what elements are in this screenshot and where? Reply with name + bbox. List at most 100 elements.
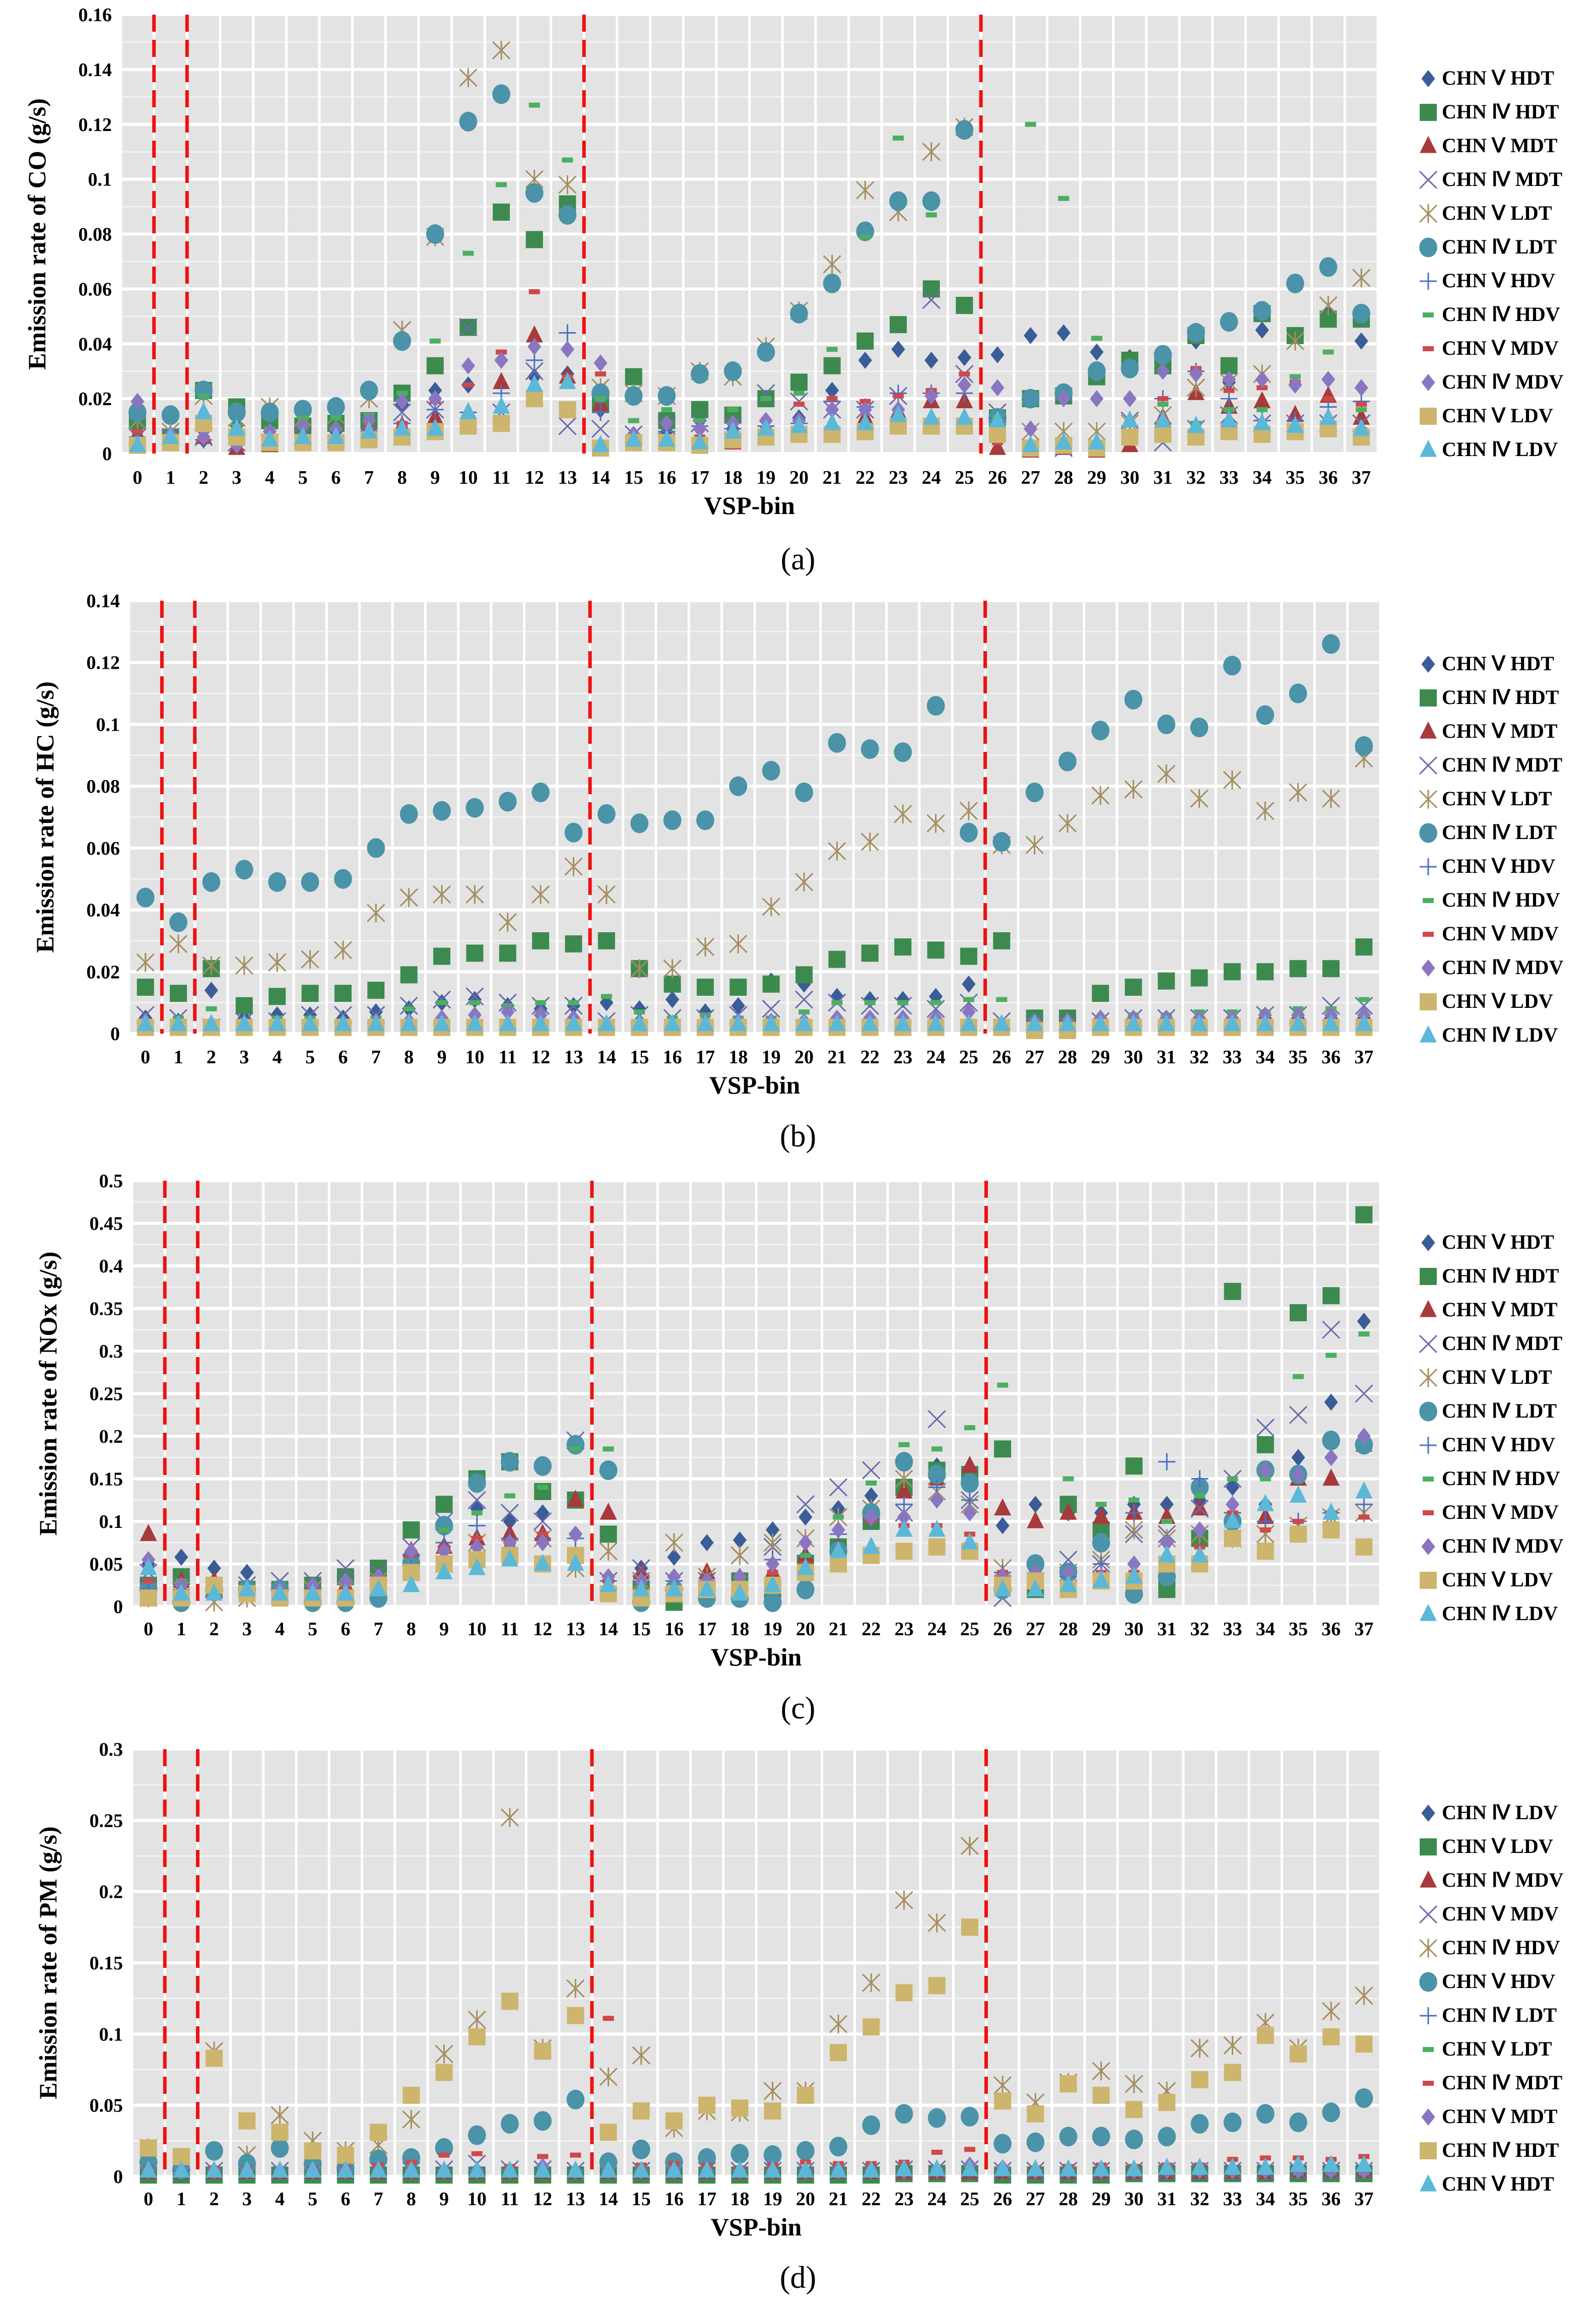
series-chn-ⅳ-ldv <box>137 1014 1373 1032</box>
data-point <box>600 2160 617 2178</box>
data-point <box>1289 1485 1307 1503</box>
x-tick-label: 13 <box>566 1619 585 1640</box>
y-tick-label: 0.12 <box>79 114 112 136</box>
data-point <box>462 250 474 256</box>
data-point <box>1227 1476 1238 1482</box>
data-point <box>1058 196 1070 201</box>
data-point <box>796 1579 815 1599</box>
data-point <box>1124 689 1143 710</box>
data-point <box>1292 1374 1304 1379</box>
data-point <box>140 1558 157 1575</box>
data-point <box>1357 1312 1371 1330</box>
data-point <box>1092 1014 1109 1032</box>
data-point <box>1125 1504 1143 1522</box>
y-tick-label: 0.08 <box>87 776 120 797</box>
data-point <box>959 371 970 377</box>
data-point <box>1355 2154 1373 2172</box>
data-point <box>301 1014 319 1032</box>
legend-marker <box>1420 2174 1437 2192</box>
data-point <box>1124 978 1142 996</box>
data-point <box>925 212 937 218</box>
legend: CHN Ⅴ HDT CHN Ⅳ HDT CHN Ⅴ MDT CHN Ⅳ MDT CHN … <box>1419 67 1563 461</box>
data-point <box>1355 1496 1373 1513</box>
data-point <box>1058 751 1077 772</box>
data-point <box>898 1442 910 1447</box>
x-tick-label: 7 <box>374 2189 383 2210</box>
data-point <box>889 384 907 402</box>
x-tick-label: 24 <box>926 1047 946 1068</box>
data-point <box>1028 1496 1042 1513</box>
data-point <box>528 102 540 108</box>
data-point <box>1190 969 1208 987</box>
data-point <box>763 2081 782 2101</box>
data-point <box>724 421 742 439</box>
data-point <box>435 1496 453 1513</box>
data-point <box>964 2147 975 2152</box>
data-point <box>993 1014 1011 1032</box>
data-point <box>698 2096 716 2114</box>
data-point <box>466 987 484 1006</box>
data-point <box>535 1000 547 1005</box>
data-point <box>634 1009 645 1015</box>
data-point <box>860 832 879 852</box>
data-point <box>301 985 319 1002</box>
data-point <box>462 382 474 388</box>
data-point <box>625 429 642 447</box>
data-point <box>438 2152 450 2158</box>
data-point <box>493 372 510 390</box>
data-point <box>395 393 409 410</box>
data-point <box>591 419 610 438</box>
panel-label: (b) <box>780 1119 816 1153</box>
data-point <box>928 1519 946 1537</box>
x-axis-title: VSP-bin <box>704 491 795 520</box>
data-point <box>534 2111 552 2131</box>
data-point <box>235 1014 253 1032</box>
data-point <box>1092 1532 1110 1553</box>
data-point <box>993 2134 1012 2154</box>
data-point <box>240 1564 254 1581</box>
y-tick-label: 0.5 <box>99 1171 123 1192</box>
data-point <box>367 904 385 923</box>
x-tick-label: 21 <box>823 467 842 488</box>
legend-marker <box>1419 1368 1438 1387</box>
x-tick-label: 15 <box>632 1619 651 1640</box>
legend-label: CHN Ⅴ MDV <box>1442 337 1559 359</box>
data-point <box>337 1583 354 1601</box>
x-tick-label: 4 <box>275 2189 285 2210</box>
data-point <box>564 822 583 843</box>
data-point <box>828 842 846 861</box>
x-tick-label: 22 <box>861 1619 881 1640</box>
data-point <box>196 428 211 446</box>
data-point <box>960 947 977 965</box>
data-point <box>1355 1481 1373 1499</box>
data-point <box>400 1014 418 1032</box>
y-axis-title: Emission rate of NOx (g/s) <box>34 1252 62 1536</box>
legend-label: CHN Ⅳ LDV <box>1442 1023 1558 1046</box>
data-point <box>763 1592 782 1613</box>
data-point <box>796 2086 814 2104</box>
data-point <box>691 364 709 384</box>
data-point <box>600 1525 617 1543</box>
data-point <box>1026 1014 1043 1032</box>
x-tick-label: 13 <box>564 1047 583 1068</box>
data-point <box>238 1579 256 1596</box>
x-tick-label: 25 <box>959 1047 978 1068</box>
data-point <box>696 810 714 830</box>
data-point <box>1191 1470 1209 1488</box>
x-tick-label: 9 <box>439 1619 449 1640</box>
x-tick-label: 33 <box>1223 2189 1242 2210</box>
legend-label: CHN Ⅴ HDT <box>1442 67 1554 89</box>
data-point <box>1289 2154 1307 2172</box>
data-point <box>1059 2127 1078 2147</box>
legend-marker <box>1421 1805 1435 1822</box>
data-point <box>665 1579 683 1596</box>
x-tick-label: 21 <box>829 1619 848 1640</box>
data-point <box>301 950 319 969</box>
data-point <box>894 742 912 762</box>
data-point <box>128 435 146 453</box>
data-point <box>956 297 973 314</box>
data-point <box>830 2160 847 2178</box>
data-point <box>927 2108 946 2128</box>
x-tick-label: 30 <box>1124 1047 1143 1068</box>
x-tick-label: 8 <box>407 1619 416 1640</box>
